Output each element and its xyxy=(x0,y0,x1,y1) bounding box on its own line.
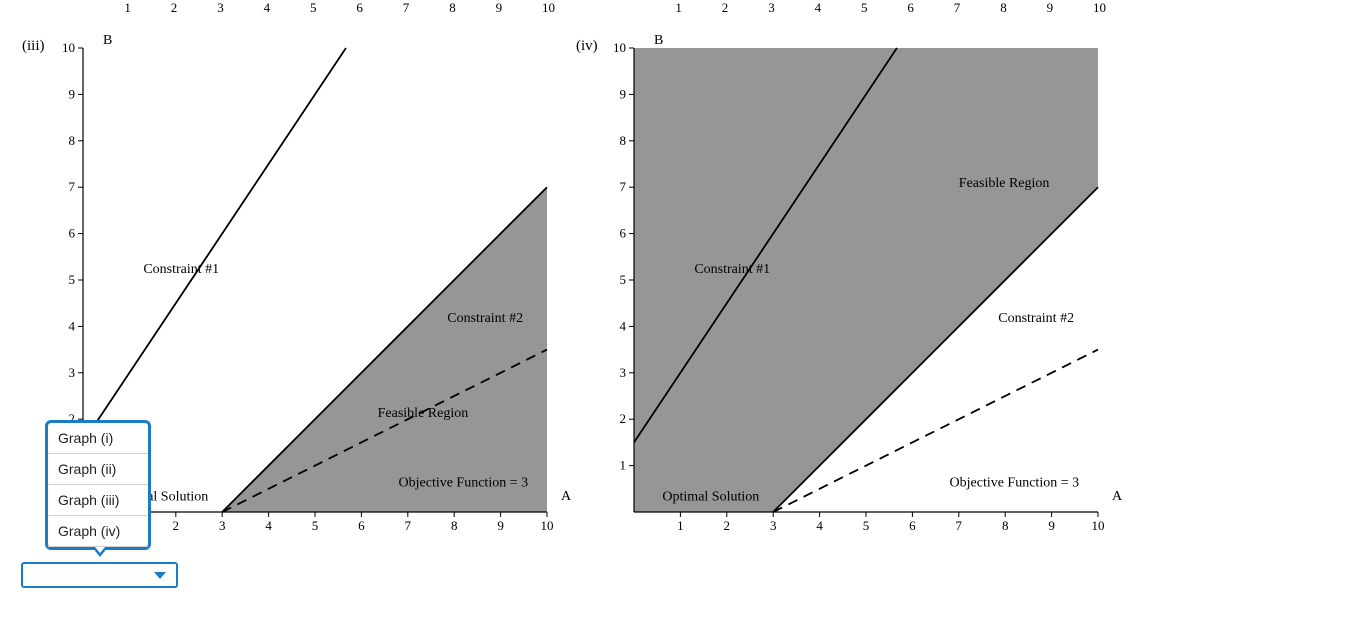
svg-text:2: 2 xyxy=(620,411,627,426)
axis-label-b: B xyxy=(103,33,112,48)
svg-text:1: 1 xyxy=(620,458,627,473)
svg-text:3: 3 xyxy=(770,518,777,533)
x-ticks: 1 2 3 4 5 6 7 8 9 10 xyxy=(677,512,1104,533)
graph-option-ii[interactable]: Graph (ii) xyxy=(48,454,148,485)
label-constraint-2: Constraint #2 xyxy=(998,311,1074,326)
top-tick-label: 6 xyxy=(356,0,363,16)
svg-text:10: 10 xyxy=(541,518,554,533)
top-tick-label: 7 xyxy=(403,0,410,16)
chart-iv: 1 2 3 4 5 6 7 8 9 10 1 2 3 4 5 6 7 8 9 10 B A Constraint #… xyxy=(614,0,1134,545)
y-ticks: 12345678910 xyxy=(63,40,83,473)
y-ticks: 1 2 3 4 5 6 7 8 9 10 xyxy=(614,40,634,473)
top-tick-label: 8 xyxy=(1000,0,1007,16)
top-tick-label: 2 xyxy=(722,0,729,16)
svg-text:8: 8 xyxy=(451,518,458,533)
graph-option-iv[interactable]: Graph (iv) xyxy=(48,516,148,547)
top-tick-label: 2 xyxy=(171,0,178,16)
svg-text:5: 5 xyxy=(69,272,76,287)
svg-text:4: 4 xyxy=(69,318,76,333)
label-optimal-solution: Optimal Solution xyxy=(662,489,759,504)
top-tick-label: 7 xyxy=(954,0,961,16)
svg-text:9: 9 xyxy=(69,86,76,101)
svg-text:1: 1 xyxy=(677,518,684,533)
graph-select[interactable] xyxy=(21,562,178,588)
svg-text:9: 9 xyxy=(497,518,504,533)
svg-text:3: 3 xyxy=(69,365,76,380)
graph-option-i[interactable]: Graph (i) xyxy=(48,423,148,454)
top-tick-label: 6 xyxy=(907,0,914,16)
constraint-1-line xyxy=(83,48,346,442)
x-ticks: 12345678910 xyxy=(126,512,553,533)
label-constraint-1: Constraint #1 xyxy=(694,262,770,277)
graph-option-iii[interactable]: Graph (iii) xyxy=(48,485,148,516)
svg-text:5: 5 xyxy=(863,518,870,533)
top-tick-label: 8 xyxy=(449,0,456,16)
axis-label-a: A xyxy=(1112,489,1123,504)
top-tick-label: 5 xyxy=(861,0,868,16)
top-tick-label: 3 xyxy=(768,0,775,16)
svg-text:4: 4 xyxy=(265,518,272,533)
svg-text:10: 10 xyxy=(614,40,626,55)
feasible-region-iv xyxy=(634,48,1098,512)
svg-text:6: 6 xyxy=(358,518,365,533)
svg-text:3: 3 xyxy=(620,365,627,380)
svg-text:10: 10 xyxy=(63,40,75,55)
svg-text:4: 4 xyxy=(620,318,627,333)
chevron-down-icon xyxy=(154,572,166,579)
svg-text:7: 7 xyxy=(956,518,963,533)
top-tick-label: 10 xyxy=(542,0,555,16)
axis-label-a: A xyxy=(561,489,572,504)
svg-text:4: 4 xyxy=(816,518,823,533)
svg-text:8: 8 xyxy=(1002,518,1009,533)
svg-text:8: 8 xyxy=(69,133,76,148)
svg-text:5: 5 xyxy=(620,272,627,287)
label-constraint-2: Constraint #2 xyxy=(447,311,523,326)
top-tick-label: 1 xyxy=(675,0,682,16)
svg-text:5: 5 xyxy=(312,518,319,533)
axis-label-b: B xyxy=(654,33,663,48)
panel-label-iii: (iii) xyxy=(22,38,45,55)
graph-select-menu[interactable]: Graph (i) Graph (ii) Graph (iii) Graph (… xyxy=(45,420,151,550)
svg-text:2: 2 xyxy=(724,518,731,533)
svg-text:9: 9 xyxy=(1048,518,1055,533)
svg-text:7: 7 xyxy=(69,179,76,194)
top-tick-label: 4 xyxy=(815,0,822,16)
svg-text:2: 2 xyxy=(173,518,180,533)
label-objective: Objective Function = 3 xyxy=(399,475,529,490)
top-tick-label: 10 xyxy=(1093,0,1106,16)
top-tick-label: 5 xyxy=(310,0,317,16)
menu-pointer-icon xyxy=(92,547,108,557)
top-tick-label: 4 xyxy=(264,0,271,16)
label-feasible-region: Feasible Region xyxy=(959,176,1050,191)
svg-text:10: 10 xyxy=(1092,518,1105,533)
label-objective: Objective Function = 3 xyxy=(950,475,1080,490)
top-tick-label: 9 xyxy=(496,0,503,16)
top-tick-label: 9 xyxy=(1047,0,1054,16)
svg-text:7: 7 xyxy=(620,179,627,194)
top-tick-label: 3 xyxy=(217,0,224,16)
svg-text:6: 6 xyxy=(620,226,627,241)
svg-text:8: 8 xyxy=(620,133,627,148)
svg-text:7: 7 xyxy=(405,518,412,533)
svg-text:6: 6 xyxy=(909,518,916,533)
label-constraint-1: Constraint #1 xyxy=(143,262,219,277)
top-tick-label: 1 xyxy=(124,0,131,16)
svg-text:9: 9 xyxy=(620,86,627,101)
svg-text:6: 6 xyxy=(69,226,76,241)
label-feasible-region: Feasible Region xyxy=(378,406,469,421)
svg-text:3: 3 xyxy=(219,518,226,533)
